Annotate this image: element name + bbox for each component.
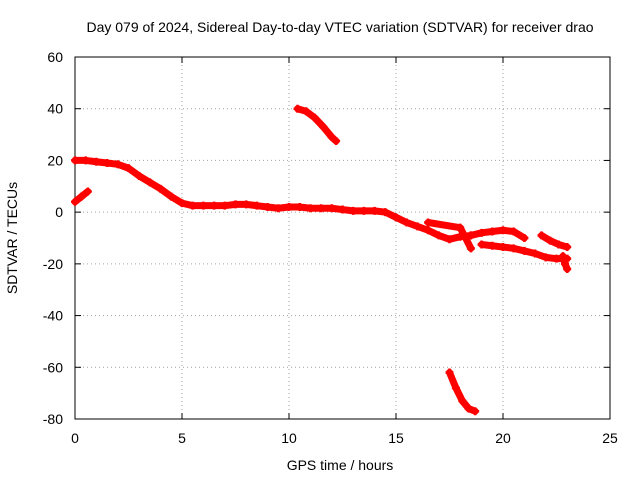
series-late_band — [466, 226, 529, 242]
data-point — [466, 244, 475, 253]
series-isolated_points — [424, 218, 475, 253]
x-tick-label: 20 — [495, 430, 511, 446]
data-point — [520, 234, 529, 242]
data-point — [332, 137, 341, 146]
y-tick-label: -40 — [43, 308, 63, 324]
series-short_rise_start — [71, 187, 92, 206]
series-lower_arc — [445, 368, 480, 416]
y-tick-label: 60 — [47, 49, 63, 65]
y-tick-label: 20 — [47, 152, 63, 168]
y-tick-label: -80 — [43, 411, 63, 427]
series-late_upper_tail — [537, 231, 572, 252]
y-tick-label: 40 — [47, 101, 63, 117]
data-point — [471, 407, 480, 416]
series-late_drop_tail — [558, 252, 572, 274]
chart-title: Day 079 of 2024, Sidereal Day-to-day VTE… — [86, 19, 593, 35]
x-tick-label: 10 — [281, 430, 297, 446]
y-tick-label: 0 — [55, 204, 63, 220]
data-point — [563, 265, 572, 274]
y-tick-label: -20 — [43, 256, 63, 272]
data-points — [71, 104, 572, 416]
x-tick-labels: 0 5 10 15 20 25 — [71, 430, 618, 446]
x-tick-label: 25 — [602, 430, 618, 446]
series-main_band — [71, 156, 475, 244]
data-band-segment — [456, 224, 475, 252]
series-upper_arc — [293, 104, 341, 146]
data-point — [563, 243, 572, 252]
y-axis-label: SDTVAR / TECUs — [4, 182, 20, 294]
x-axis-label: GPS time / hours — [287, 457, 394, 473]
grid-lines — [75, 57, 610, 419]
data-band-segment — [424, 218, 464, 232]
x-tick-label: 5 — [178, 430, 186, 446]
y-tick-label: -60 — [43, 359, 63, 375]
tick-marks — [74, 56, 611, 420]
data-point — [83, 187, 92, 196]
plot-frame — [74, 56, 611, 420]
x-tick-label: 15 — [388, 430, 404, 446]
x-tick-label: 0 — [71, 430, 79, 446]
y-tick-labels: -80 -60 -40 -20 0 20 40 60 — [43, 49, 63, 427]
